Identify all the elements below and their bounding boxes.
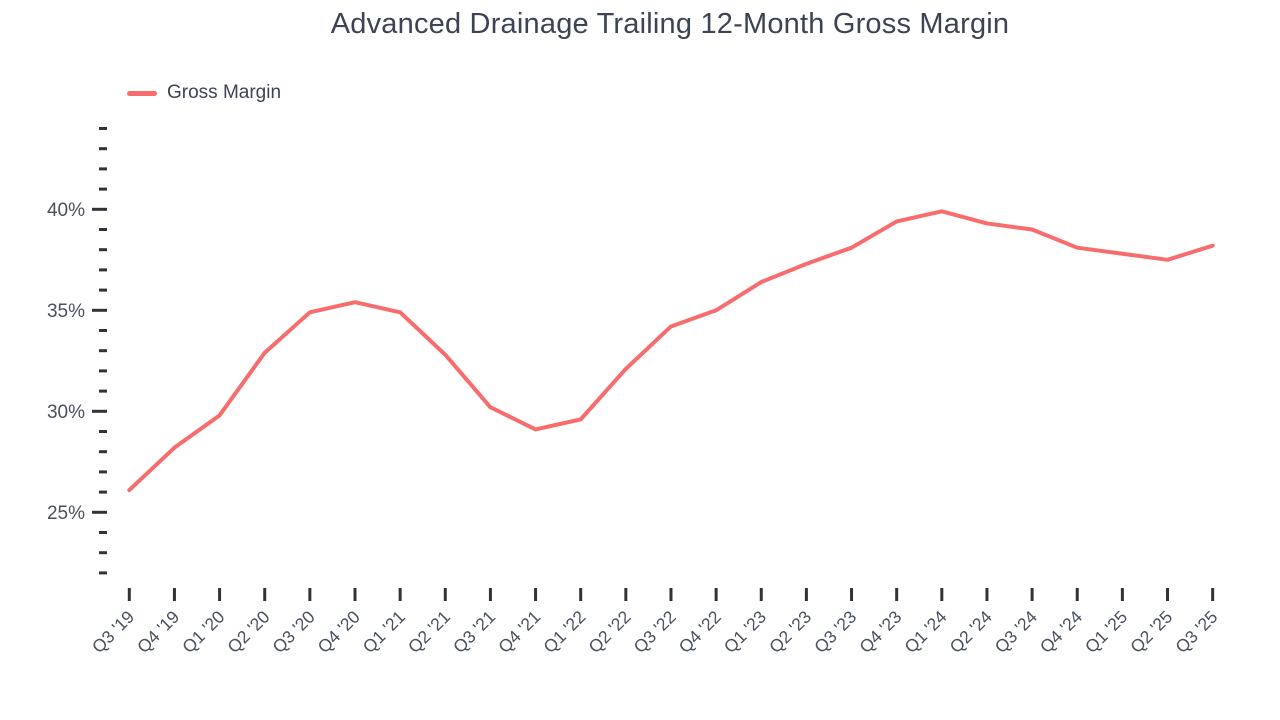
- legend: Gross Margin: [127, 82, 281, 104]
- y-tick-label: 30%: [47, 402, 85, 423]
- x-tick-label: Q4 '19: [133, 607, 183, 657]
- legend-label[interactable]: Gross Margin: [167, 82, 282, 103]
- x-tick-label: Q4 '24: [1036, 606, 1086, 656]
- chart-title: Advanced Drainage Trailing 12-Month Gros…: [330, 8, 1010, 40]
- x-tick-label: Q1 '22: [539, 607, 589, 657]
- x-tick-label: Q3 '25: [1171, 607, 1221, 657]
- x-tick-label: Q3 '22: [630, 607, 680, 657]
- x-tick-label: Q2 '21: [404, 607, 454, 657]
- x-tick-label: Q3 '19: [88, 607, 138, 657]
- x-tick-label: Q2 '25: [1126, 607, 1176, 657]
- x-tick-label: Q1 '23: [720, 607, 770, 657]
- x-tick-label: Q3 '23: [810, 607, 860, 657]
- x-tick-label: Q4 '23: [855, 607, 905, 657]
- x-tick-label: Q1 '24: [900, 606, 950, 656]
- x-tick-label: Q3 '21: [449, 607, 499, 657]
- x-tick-label: Q3 '20: [268, 606, 318, 656]
- x-tick-label: Q2 '22: [584, 607, 634, 657]
- x-tick-label: Q4 '22: [675, 607, 725, 657]
- legend-line-swatch-icon: [127, 90, 157, 96]
- x-tick-label: Q2 '23: [765, 607, 815, 657]
- x-tick-label: Q1 '20: [178, 606, 228, 656]
- x-tick-label: Q1 '25: [1081, 607, 1131, 657]
- y-tick-label: 25%: [47, 503, 85, 524]
- y-tick-label: 35%: [47, 301, 85, 322]
- x-tick-label: Q3 '24: [991, 606, 1041, 656]
- x-tick-label: Q4 '21: [494, 607, 544, 657]
- y-tick-label: 40%: [47, 200, 85, 221]
- x-tick-label: Q2 '20: [223, 606, 273, 656]
- x-tick-label: Q2 '24: [946, 606, 996, 656]
- series-line-gross-margin: [127, 209, 1215, 493]
- x-tick-label: Q1 '21: [359, 607, 409, 657]
- x-tick-label: Q4 '20: [314, 606, 364, 656]
